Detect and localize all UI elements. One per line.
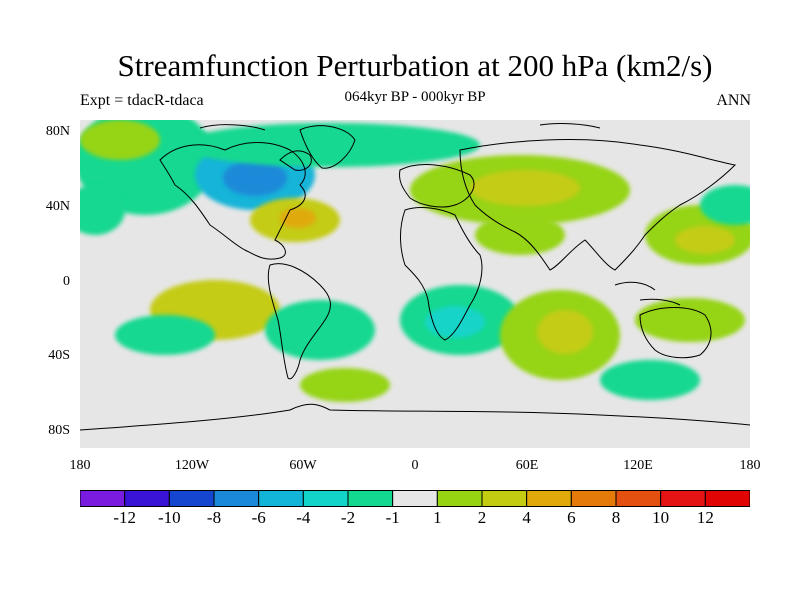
lat-tick-eq: 0 xyxy=(63,274,70,289)
experiment-label: Expt = tdacR-tdaca xyxy=(80,92,204,109)
colorbar-swatch xyxy=(615,490,662,507)
lon-tick-0: 0 xyxy=(411,458,419,473)
lat-tick-40s: 40S xyxy=(48,348,70,363)
colorbar-tick-label: -4 xyxy=(296,508,311,527)
colorbar-tick-label: 12 xyxy=(696,508,714,527)
lat-tick-80s: 80S xyxy=(48,423,70,438)
contour-south-pacific-low xyxy=(115,315,215,355)
colorbar-tick-label: 4 xyxy=(522,508,531,527)
season-label: ANN xyxy=(716,92,751,109)
colorbar-swatch xyxy=(124,490,170,507)
map-svg xyxy=(80,120,750,448)
contour-central-pacific-low xyxy=(80,185,125,235)
colorbar-tick-label: 8 xyxy=(611,508,621,527)
lon-tick-120e: 120E xyxy=(623,458,653,473)
colorbar-tick-label: -8 xyxy=(206,508,222,527)
contour-dateline-low xyxy=(700,185,750,225)
colorbar-tick-label: 10 xyxy=(652,508,670,527)
contour-io-core-high xyxy=(537,310,593,354)
colorbar-swatch xyxy=(436,490,483,507)
coastlines xyxy=(80,123,750,431)
colorbar-swatch xyxy=(660,490,706,507)
plot-subtitle: 064kyr BP - 000kyr BP xyxy=(344,89,486,105)
colorbar-swatch xyxy=(570,490,617,507)
plot-title: Streamfunction Perturbation at 200 hPa (… xyxy=(117,48,713,83)
colorbar-tick-label: -1 xyxy=(385,508,400,527)
colorbar-swatch xyxy=(526,490,572,507)
lon-tick-180w: 180 xyxy=(69,458,91,473)
colorbar-tick-label: 6 xyxy=(567,508,576,527)
colorbar-swatch xyxy=(481,490,528,507)
lon-tick-120w: 120W xyxy=(174,458,210,473)
colorbar-tick-label: -10 xyxy=(157,508,181,527)
colorbar-tick-label: 1 xyxy=(433,508,442,527)
colorbar-swatch xyxy=(258,490,304,507)
contour-sa-core-low xyxy=(425,306,485,338)
lon-tick-60w: 60W xyxy=(289,458,317,473)
contour-us-east-core-high xyxy=(280,208,316,228)
lon-tick-180e: 180 xyxy=(739,458,761,473)
map-panel xyxy=(80,120,750,448)
colorbar-swatch xyxy=(302,490,349,507)
colorbar-swatch xyxy=(168,490,215,507)
contour-southern-ocean-low xyxy=(600,360,700,400)
colorbar-tick-label: 2 xyxy=(477,508,487,527)
contour-australia-high xyxy=(635,298,745,342)
colorbar-tick-label: -12 xyxy=(113,508,136,527)
contour-arctic-band-low xyxy=(180,123,480,167)
colorbar-swatch xyxy=(704,490,750,507)
colorbar-swatch xyxy=(213,490,260,507)
colorbar-swatch xyxy=(347,490,394,507)
lat-tick-80n: 80N xyxy=(45,124,70,139)
colorbar-tick-label: -6 xyxy=(251,508,266,527)
contour-south-atl-high xyxy=(300,368,390,402)
lon-tick-60e: 60E xyxy=(515,458,539,473)
contour-eurasia-core-high xyxy=(470,170,580,206)
contour-wp-core-high xyxy=(675,226,735,254)
colorbar-swatch xyxy=(80,490,126,507)
contour-canada-core-low xyxy=(223,160,287,196)
contour-north-pacific-high xyxy=(80,120,160,160)
contour-south-america-low xyxy=(265,300,375,360)
colorbar-swatch xyxy=(392,490,438,507)
colorbar xyxy=(80,490,750,507)
lat-tick-40n: 40N xyxy=(45,199,70,214)
colorbar-tick-label: -2 xyxy=(340,508,356,527)
